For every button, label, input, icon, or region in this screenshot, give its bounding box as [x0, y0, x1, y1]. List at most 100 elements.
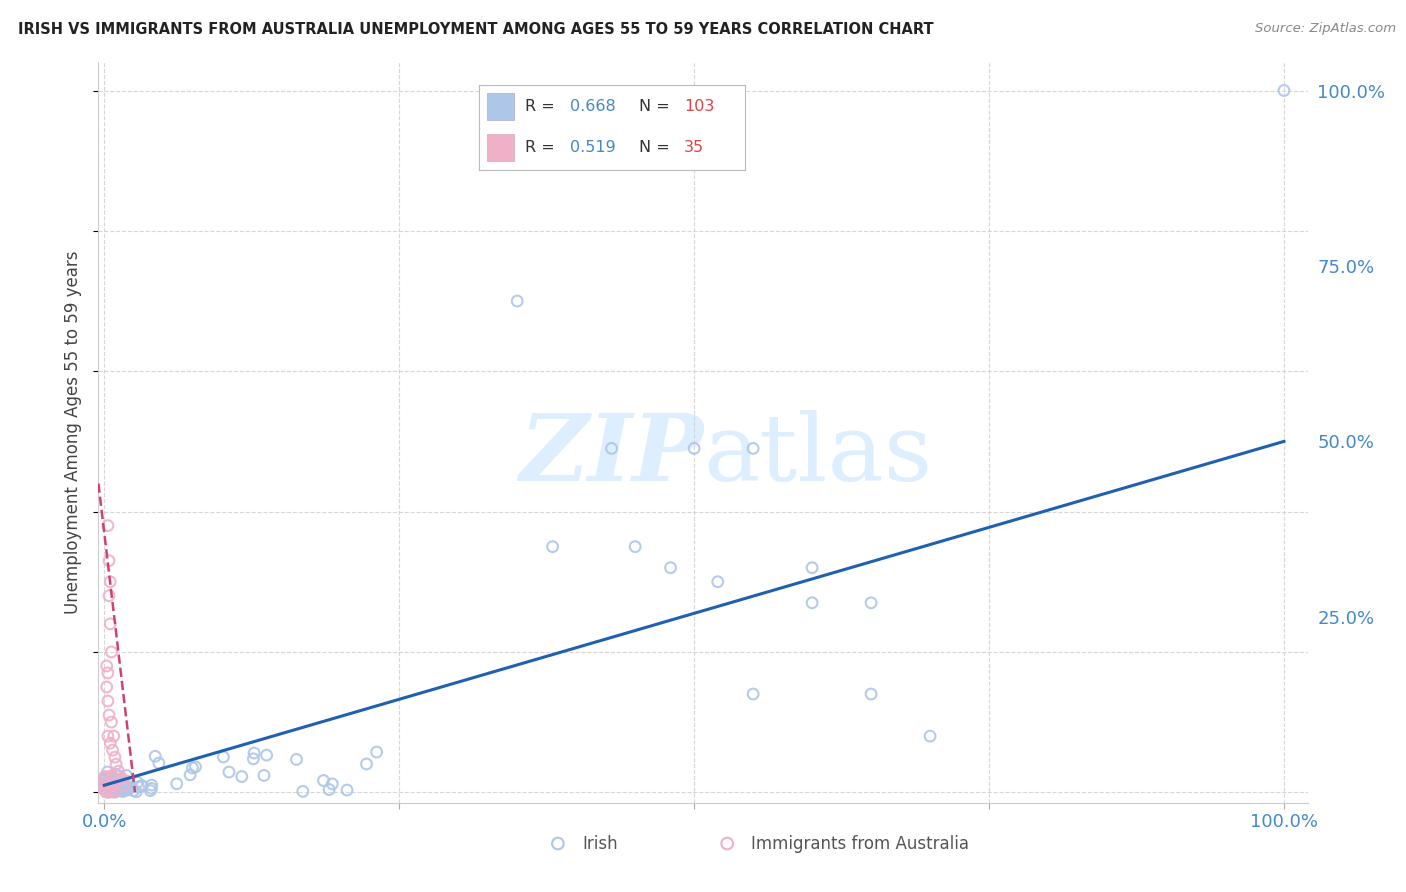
Point: [98, 780, 121, 794]
Point: [706, 823, 728, 838]
Point: [94, 776, 117, 790]
Point: [105, 783, 128, 797]
Point: [181, 761, 204, 775]
Point: [97, 780, 120, 795]
Point: [98, 616, 121, 631]
Point: [321, 777, 343, 791]
Point: [110, 772, 132, 787]
Point: [742, 687, 765, 701]
Point: [112, 779, 135, 793]
Point: [105, 780, 128, 794]
Point: [103, 782, 125, 797]
Point: [98, 708, 121, 723]
Point: [600, 442, 623, 456]
Point: [93, 772, 115, 787]
Point: [103, 785, 125, 799]
Point: [111, 784, 134, 798]
Point: [96, 785, 118, 799]
Point: [101, 772, 124, 787]
Point: [104, 784, 127, 798]
Point: [139, 783, 162, 797]
Text: ZIP: ZIP: [519, 409, 703, 500]
Point: [97, 518, 120, 533]
Point: [105, 783, 128, 797]
Point: [128, 780, 150, 794]
Point: [356, 756, 378, 771]
Point: [541, 823, 564, 838]
Point: [100, 783, 122, 797]
Point: [94, 780, 117, 794]
Point: [131, 779, 153, 793]
Point: [111, 782, 134, 797]
Point: [103, 729, 125, 743]
Point: [860, 596, 883, 610]
Point: [291, 784, 314, 798]
Point: [683, 442, 706, 456]
Y-axis label: Unemployment Among Ages 55 to 59 years: Unemployment Among Ages 55 to 59 years: [65, 251, 83, 615]
Point: [141, 781, 163, 796]
Point: [108, 769, 131, 783]
Point: [97, 778, 120, 792]
Point: [100, 645, 122, 659]
Text: Immigrants from Australia: Immigrants from Australia: [751, 835, 969, 853]
Point: [96, 781, 118, 796]
Point: [105, 772, 128, 787]
Point: [111, 784, 134, 798]
Point: [96, 784, 118, 798]
Point: [96, 771, 118, 785]
Point: [506, 293, 529, 308]
Point: [115, 783, 138, 797]
Point: [96, 680, 118, 694]
Point: [312, 773, 335, 788]
Point: [96, 780, 118, 795]
Point: [742, 442, 765, 456]
Point: [100, 779, 122, 793]
Point: [98, 782, 121, 797]
Point: [541, 540, 564, 554]
Point: [253, 768, 276, 782]
Text: Irish: Irish: [582, 835, 617, 853]
Point: [97, 665, 120, 680]
Point: [100, 769, 122, 783]
Point: [148, 756, 170, 771]
Point: [110, 774, 132, 789]
Point: [242, 752, 264, 766]
Point: [107, 781, 129, 796]
Point: [256, 748, 278, 763]
Point: [212, 750, 235, 764]
Point: [94, 780, 117, 794]
Point: [166, 777, 188, 791]
Point: [98, 574, 121, 589]
Point: [285, 752, 308, 766]
Point: [231, 770, 253, 784]
Point: [94, 784, 117, 798]
Point: [103, 783, 125, 797]
Point: [96, 785, 118, 799]
Point: [336, 783, 359, 797]
Point: [143, 749, 166, 764]
Point: [141, 778, 163, 792]
Point: [117, 781, 139, 796]
Point: [111, 771, 134, 785]
Point: [115, 768, 138, 782]
Point: [101, 770, 124, 784]
Point: [103, 781, 125, 796]
Text: Source: ZipAtlas.com: Source: ZipAtlas.com: [1256, 22, 1396, 36]
Point: [98, 776, 121, 790]
Point: [801, 560, 824, 574]
Point: [93, 782, 115, 797]
Point: [103, 779, 125, 793]
Point: [94, 782, 117, 797]
Point: [97, 694, 120, 708]
Point: [1272, 83, 1295, 97]
Point: [117, 774, 139, 789]
Point: [801, 596, 824, 610]
Point: [94, 782, 117, 797]
Point: [920, 729, 942, 743]
Point: [111, 777, 134, 791]
Point: [366, 745, 388, 759]
Text: atlas: atlas: [703, 409, 932, 500]
Point: [108, 781, 131, 796]
Point: [100, 715, 122, 730]
Point: [101, 743, 124, 757]
